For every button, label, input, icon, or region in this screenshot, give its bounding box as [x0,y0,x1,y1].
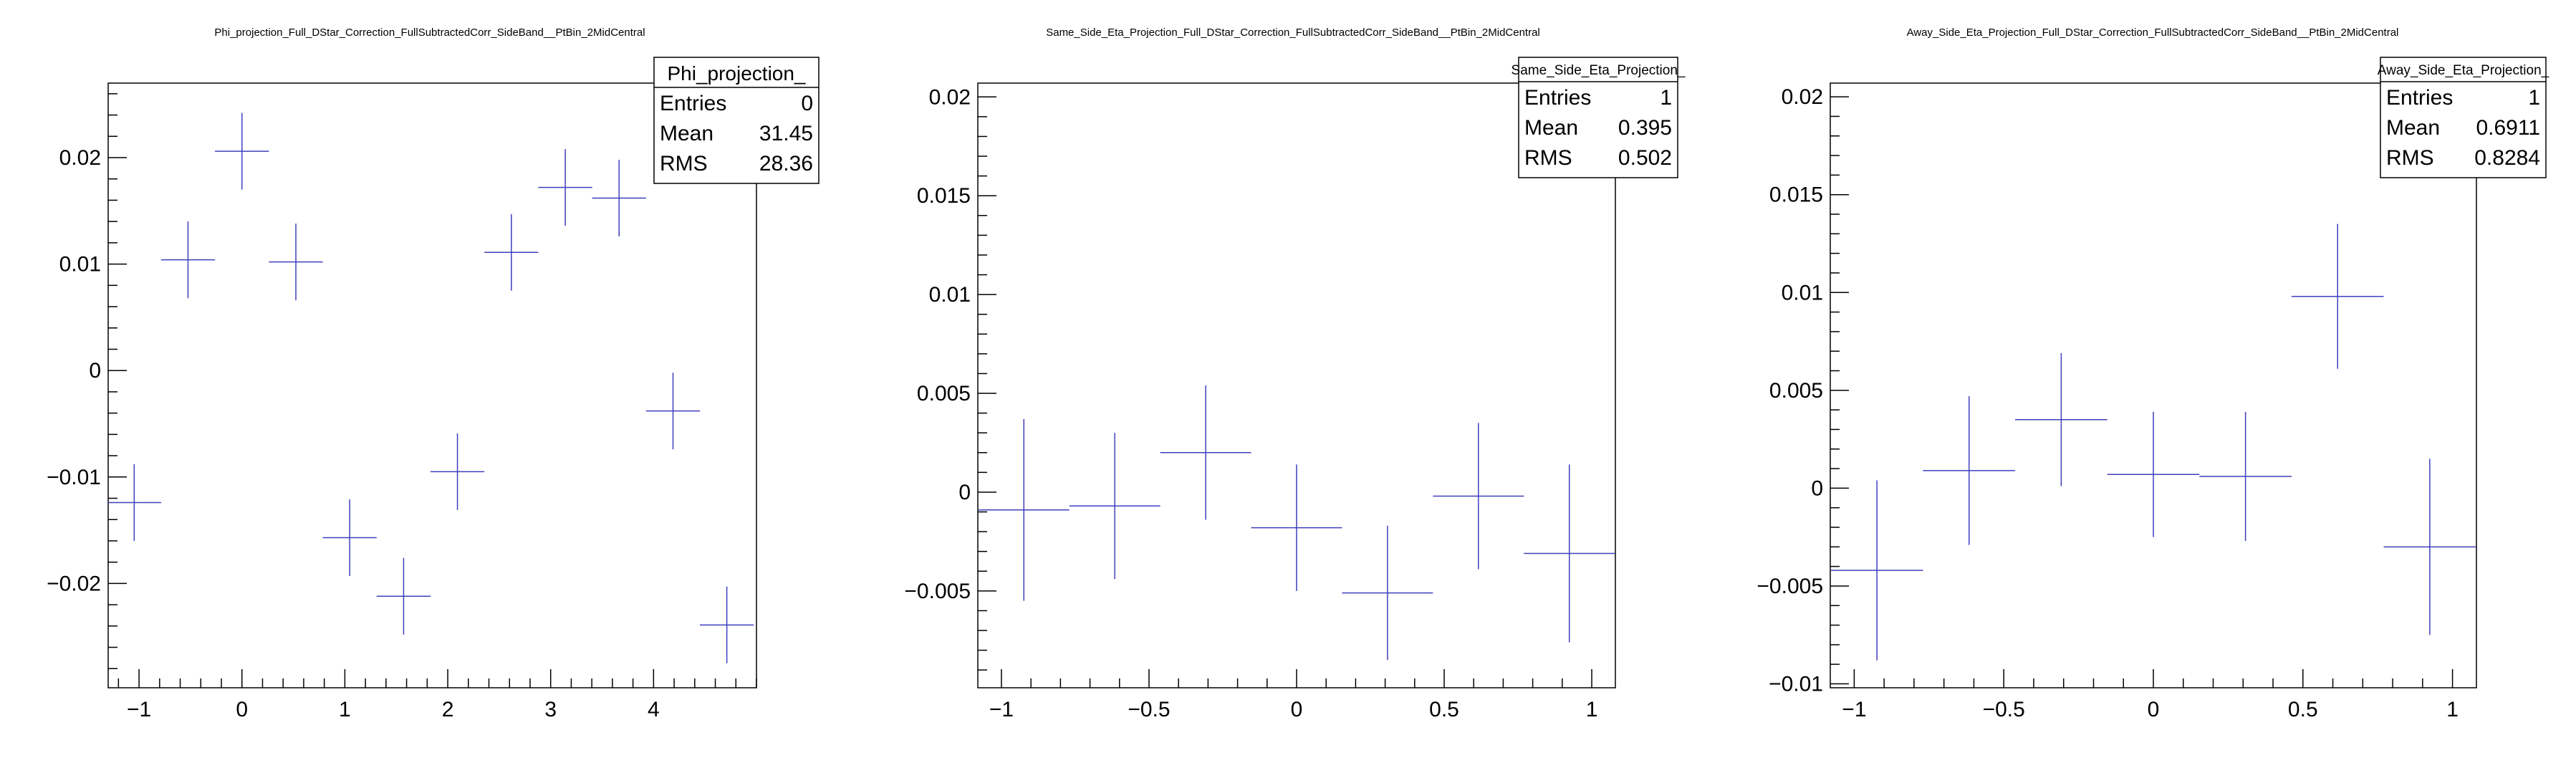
x-tick-label: −1 [127,698,151,721]
stats-name: Phi_projection_ [667,62,805,85]
stats-name: Away_Side_Eta_Projection_ [2378,63,2549,78]
x-tick-label: 3 [544,698,557,721]
stats-label: RMS [1524,146,1572,170]
data-series [978,385,1615,661]
stats-label: RMS [2386,146,2434,170]
stats-box: Phi_projection_ Entries 0 Mean 31.45 RMS 28.36 [653,57,820,184]
data-point [2291,224,2384,369]
y-tick-label: 0.02 [1782,85,1823,109]
x-tick-label: 0 [2148,698,2160,721]
data-point [645,373,701,450]
x-tick-label: 0 [236,698,248,721]
y-tick-label: −0.005 [904,580,971,603]
y-tick-label: −0.01 [1769,673,1823,696]
data-point [2199,411,2292,542]
stats-value: 1 [1660,86,1672,110]
data-point [1524,464,1615,643]
data-point [2015,352,2108,486]
plot-frame [1830,82,2477,688]
data-point [2383,459,2476,635]
chart-title: Away_Side_Eta_Projection_Full_DStar_Corr… [1907,27,2399,39]
chart-title: Same_Side_Eta_Projection_Full_DStar_Corr… [1046,27,1540,39]
y-tick-label: 0.02 [929,85,971,109]
data-point [322,499,377,576]
data-point [538,149,592,226]
chart-title: Phi_projection_Full_DStar_Correction_Ful… [214,27,645,39]
y-tick-label: 0.005 [1769,379,1823,403]
y-tick-label: 0.005 [917,382,971,405]
data-point [108,464,161,541]
same-side-eta-panel: Same_Side_Eta_Projection_Full_DStar_Corr… [859,0,1718,768]
stats-name: Same_Side_Eta_Projection_ [1512,63,1686,78]
stats-value: 31.45 [759,122,813,145]
same-side-eta-chart: Same_Side_Eta_Projection_Full_DStar_Corr… [904,27,1686,721]
y-tick-label: −0.02 [47,572,101,595]
y-tick-label: −0.005 [1756,575,1823,598]
x-tick-label: −1 [1842,698,1866,721]
x-tick-label: 1 [2446,698,2459,721]
y-tick-label: 0.015 [917,184,971,208]
x-tick-label: 1 [1586,698,1598,721]
y-tick-label: 0.01 [929,283,971,307]
stats-label: Mean [660,122,713,145]
data-point [978,418,1070,601]
data-point [1830,480,1923,661]
stats-value: 0.502 [1618,146,1672,170]
stats-value: 28.36 [759,152,813,176]
x-tick-label: 0 [1291,698,1303,721]
data-point [376,557,431,635]
data-point [1923,396,2016,545]
stats-box: Away_Side_Eta_Projection_ Entries 1 Mean 0.6… [2378,57,2549,178]
data-point [592,159,646,236]
stats-label: Entries [1524,86,1591,110]
stats-value: 1 [2528,86,2540,110]
stats-box: Same_Side_Eta_Projection_ Entries 1 Mean 0.3… [1512,57,1686,178]
x-tick-label: 0.5 [2288,698,2318,721]
y-tick-label: 0.01 [59,253,101,277]
stats-value: 0.6911 [2476,116,2540,140]
y-tick-label: 0.01 [1782,281,1823,304]
data-point [269,224,323,301]
plot-frame [107,82,757,688]
data-point [1069,433,1160,580]
y-tick-label: 0 [89,359,101,383]
stats-value: 0.395 [1618,116,1672,140]
x-tick-label: 1 [339,698,351,721]
data-point [1160,385,1251,520]
stats-value: 0.8284 [2474,146,2540,170]
stats-label: Mean [2386,116,2440,140]
data-point [484,213,539,291]
x-tick-label: −0.5 [1128,698,1170,721]
away-side-eta-panel: Away_Side_Eta_Projection_Full_DStar_Corr… [1718,0,2576,768]
stats-label: Mean [1524,116,1578,140]
data-series [108,112,754,663]
data-point [699,586,754,663]
data-point [1251,464,1342,591]
stats-label: Entries [660,92,726,115]
stats-label: Entries [2386,86,2453,110]
data-point [2107,411,2200,537]
data-series [1830,224,2476,661]
x-tick-label: 4 [648,698,660,721]
phi-projection-panel: Phi_projection_Full_DStar_Correction_Ful… [0,0,859,768]
stats-value: 0 [801,92,813,115]
data-point [1342,525,1433,661]
data-point [1433,423,1524,570]
phi-projection-chart: Phi_projection_Full_DStar_Correction_Ful… [47,27,820,721]
y-tick-label: −0.01 [47,466,101,489]
x-tick-label: 2 [442,698,454,721]
x-tick-label: −0.5 [1983,698,2025,721]
stats-label: RMS [660,152,708,176]
x-tick-label: 0.5 [1429,698,1459,721]
data-point [160,221,216,299]
y-tick-label: 0 [958,481,971,504]
x-tick-label: −1 [989,698,1014,721]
away-side-eta-chart: Away_Side_Eta_Projection_Full_DStar_Corr… [1756,27,2549,721]
data-point [215,112,269,190]
y-tick-label: 0.015 [1769,183,1823,207]
y-tick-label: 0 [1811,476,1823,500]
data-point [430,433,485,510]
y-tick-label: 0.02 [59,146,101,170]
